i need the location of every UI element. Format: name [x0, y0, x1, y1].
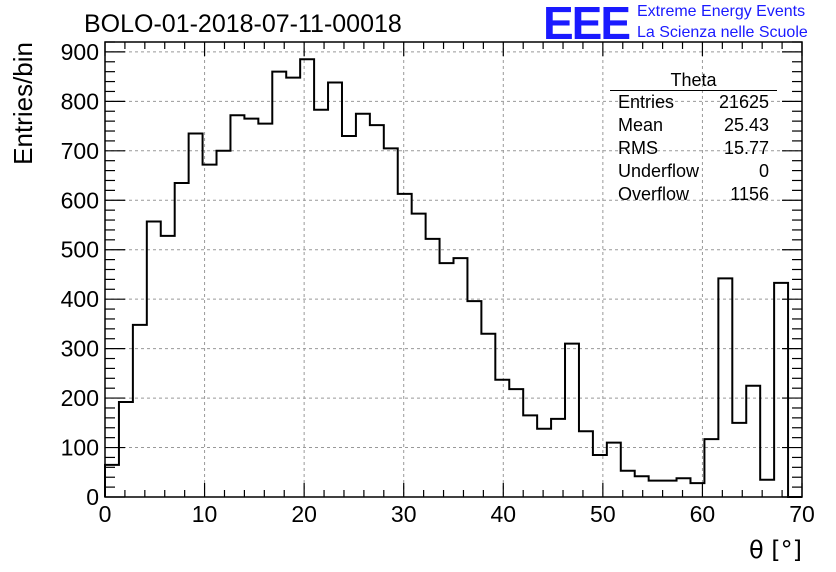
histogram-line — [104, 58, 802, 498]
x-tick-label: 30 — [391, 501, 417, 527]
x-tick-label: 60 — [690, 501, 716, 527]
stats-row: Overflow 1156 — [610, 183, 777, 206]
x-tick-label: 0 — [99, 501, 112, 527]
stats-row-label: RMS — [618, 138, 658, 158]
stats-row-value: 15.77 — [723, 138, 769, 158]
logo-line-2: La Scienza nelle Scuole — [637, 24, 808, 41]
axis-ticks — [104, 41, 803, 498]
x-tick-label: 40 — [490, 501, 516, 527]
stats-row: RMS 15.77 — [610, 137, 777, 160]
stats-row-label: Overflow — [618, 184, 690, 204]
stats-box-title: Theta — [610, 70, 777, 91]
y-tick-label: 100 — [61, 435, 99, 461]
x-tick-label: 50 — [590, 501, 616, 527]
stats-row: Mean 25.43 — [610, 114, 777, 137]
logo-line-1: Extreme Energy Events — [637, 3, 806, 20]
x-tick-label: 10 — [192, 501, 218, 527]
y-tick-label: 300 — [61, 336, 99, 362]
y-tick-label: 900 — [61, 39, 99, 65]
stats-row-label: Mean — [618, 115, 664, 135]
x-tick-label: 20 — [291, 501, 317, 527]
stats-row-value: 21625 — [718, 92, 769, 112]
stats-row-value: 0 — [758, 161, 769, 181]
y-tick-label: 700 — [61, 138, 99, 164]
y-tick-label: 500 — [61, 237, 99, 263]
x-axis-label: θ [°] — [749, 536, 802, 564]
y-tick-labels: 0 100 200 300 400 500 600 700 800 900 — [61, 39, 99, 510]
x-tick-labels: 0 10 20 30 40 50 60 70 — [99, 501, 815, 527]
y-tick-label: 0 — [86, 484, 99, 510]
stats-row-value: 25.43 — [723, 115, 769, 135]
stats-box: Theta Entries 21625 Mean 25.43 RMS 15.77 Under… — [610, 70, 777, 206]
chart-title: BOLO-01-2018-07-11-00018 — [84, 10, 402, 38]
stats-row-label: Entries — [618, 92, 675, 112]
y-tick-label: 400 — [61, 286, 99, 312]
stats-row: Underflow 0 — [610, 160, 777, 183]
stats-row: Entries 21625 — [610, 91, 777, 114]
y-tick-label: 600 — [61, 187, 99, 213]
y-tick-label: 800 — [61, 88, 99, 114]
y-axis-label: Entries/bin — [8, 42, 38, 165]
stats-rows: Entries 21625 Mean 25.43 RMS 15.77 Underflow 0 O… — [610, 91, 777, 206]
stats-row-label: Underflow — [618, 161, 700, 181]
stats-row-value: 1156 — [730, 184, 769, 204]
eee-logo: EEE — [543, 0, 631, 49]
y-tick-label: 200 — [61, 385, 99, 411]
x-tick-label: 70 — [789, 501, 815, 527]
